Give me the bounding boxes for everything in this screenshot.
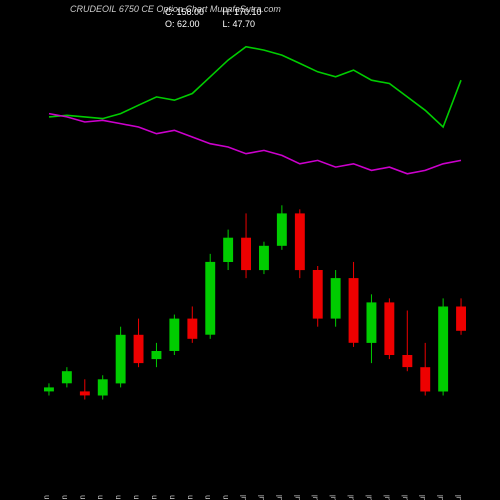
candle-body [241, 238, 251, 270]
close-value: C: 158.00 [165, 6, 220, 18]
candle-body [205, 262, 215, 335]
candle-body [223, 238, 233, 262]
x-axis-label: 02 Jul [257, 495, 266, 500]
x-axis-label: 17 Jun [78, 495, 87, 500]
x-axis-label: 12 Jun [42, 495, 51, 500]
x-axis-label: 01 Jul [239, 495, 248, 500]
x-axis-label: 20 Jun [114, 495, 123, 500]
x-axis-label: 26 Jun [185, 495, 194, 500]
candle-body [134, 335, 144, 363]
x-axis-label: 05 Jul [311, 495, 320, 500]
x-axis-label: 21 Jun [132, 495, 141, 500]
candle-body [44, 387, 54, 391]
candle-body [349, 278, 359, 343]
candle-body [277, 213, 287, 245]
candle-body [402, 355, 412, 367]
x-axis-label: 04 Jul [293, 495, 302, 500]
x-axis-label: 12 Jul [400, 495, 409, 500]
x-axis-label: 28 Jun [221, 495, 230, 500]
x-axis-label: 27 Jun [203, 495, 212, 500]
candle-body [295, 213, 305, 270]
candle-body [62, 371, 72, 383]
low-value: L: 47.70 [223, 18, 278, 30]
x-axis-label: 24 Jun [150, 495, 159, 500]
x-axis-label: 16 Jul [436, 495, 445, 500]
x-axis-label: 25 Jun [167, 495, 176, 500]
candle-body [420, 367, 430, 391]
indicator-line [49, 114, 461, 174]
candle-body [438, 307, 448, 392]
indicator-line [49, 47, 461, 127]
chart-svg: 12 Jun 14 Jun 17 Jun 19 Jun 20 Jun 21 Jun 24 J… [40, 30, 470, 500]
x-axis-label: 10 Jul [365, 495, 374, 500]
x-axis-label: 09 Jul [347, 495, 356, 500]
candle-body [367, 302, 377, 343]
x-axis-label: 14 Jun [60, 495, 69, 500]
candle-body [456, 307, 466, 331]
chart-container: CRUDEOIL 6750 CE Option Chart MunafaSutr… [0, 0, 500, 500]
x-axis-label: 08 Jul [329, 495, 338, 500]
x-axis-label: 19 Jun [96, 495, 105, 500]
x-axis-label: 17 Jul [454, 495, 463, 500]
candle-body [152, 351, 162, 359]
candle-body [259, 246, 269, 270]
candle-body [384, 302, 394, 355]
x-axis-label: 11 Jul [382, 495, 391, 500]
plot-area: 12 Jun14 Jun17 Jun19 Jun20 Jun21 Jun24 J… [40, 30, 470, 470]
candle-body [80, 391, 90, 395]
candle-body [331, 278, 341, 319]
candle-body [313, 270, 323, 319]
x-axis-label: 03 Jul [275, 495, 284, 500]
candle-body [187, 319, 197, 339]
candle-body [116, 335, 126, 384]
candle-body [98, 379, 108, 395]
x-axis-label: 15 Jul [418, 495, 427, 500]
candle-body [169, 319, 179, 351]
open-value: O: 62.00 [165, 18, 220, 30]
ohlc-readout: C: 158.00 H: 170.10 O: 62.00 L: 47.70 [165, 6, 278, 30]
high-value: H: 170.10 [223, 6, 278, 18]
